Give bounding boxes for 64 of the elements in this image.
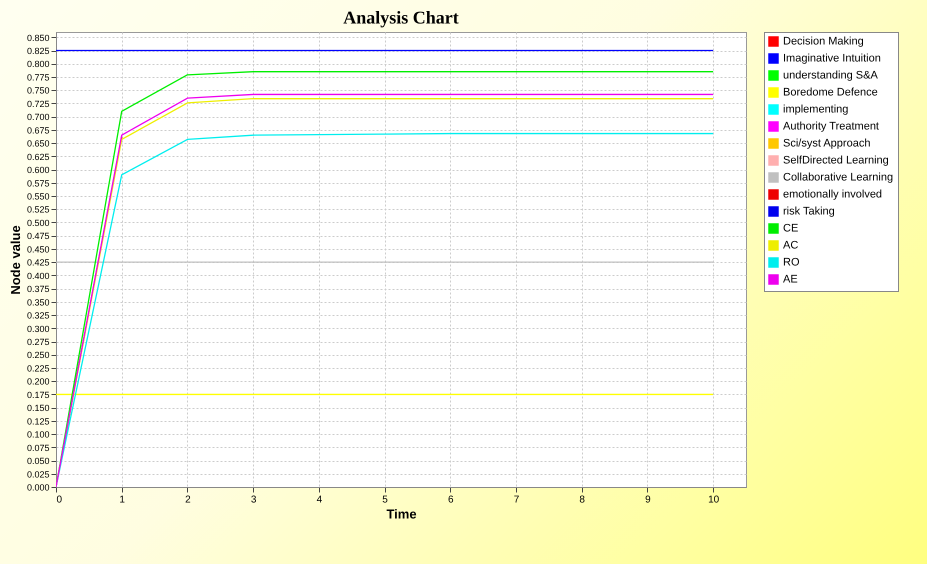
legend-label: RO [783,256,800,268]
y-tick-label: 0.300 [26,324,50,334]
legend-label: AC [783,240,798,252]
x-tick-label: 4 [316,494,323,506]
y-tick-label: 0.650 [26,138,50,149]
chart-title: Analysis Chart [343,8,459,28]
y-tick-label: 0.425 [26,258,50,268]
y-tick-label: 0.400 [26,270,50,281]
y-tick-label: 0.225 [26,363,50,374]
y-tick-label: 0.475 [26,231,50,242]
legend-label: Decision Making [783,36,864,48]
x-tick-label: 6 [448,494,454,506]
x-tick-label: 9 [645,494,652,506]
y-tick-label: 0.325 [26,310,50,321]
y-tick-label: 0.175 [26,390,50,400]
x-tick-label: 7 [514,494,520,506]
y-tick-label: 0.825 [26,46,50,56]
y-tick-label: 0.200 [26,376,50,387]
y-tick-label: 0.675 [26,125,50,136]
x-tick-label: 2 [185,494,192,506]
y-tick-label: 0.525 [26,204,50,215]
y-tick-label: 0.500 [26,218,50,228]
legend-label: Imaginative Intuition [783,52,881,64]
x-tick-label: 10 [708,494,720,506]
x-tick-label: 5 [382,494,388,506]
x-tick-label: 3 [250,494,257,506]
y-tick-label: 0.800 [26,59,50,70]
y-tick-label: 0.550 [26,192,50,202]
legend-label: AE [783,274,798,286]
y-tick-label: 0.600 [26,165,50,176]
y-tick-label: 0.350 [26,297,50,308]
legend-label: SelfDirected Learning [783,154,889,166]
y-tick-label: 0.000 [26,482,50,492]
x-axis-title: Time [386,506,417,522]
legend-label: Sci/syst Approach [783,138,870,150]
y-tick-label: 0.850 [26,32,50,43]
legend-label: understanding S&A [783,70,878,82]
y-axis-title: Node value [8,225,23,295]
legend-label: CE [783,222,798,234]
y-tick-label: 0.275 [26,337,50,348]
y-tick-label: 0.575 [26,178,50,188]
y-tick-label: 0.700 [26,112,50,122]
y-tick-label: 0.250 [26,350,50,360]
y-tick-label: 0.625 [26,152,50,162]
y-tick-label: 0.775 [26,72,50,82]
x-tick-label: 0 [56,494,62,506]
legend-label: Authority Treatment [783,120,879,132]
legend-label: emotionally involved [783,188,882,200]
y-tick-label: 0.125 [26,416,50,426]
y-tick-label: 0.075 [26,442,50,453]
legend-label: Collaborative Learning [783,172,894,184]
y-tick-label: 0.725 [26,98,50,109]
y-tick-label: 0.375 [26,284,50,294]
legend-label: implementing [783,104,848,116]
y-tick-label: 0.050 [26,456,50,466]
y-tick-label: 0.450 [26,244,50,254]
legend-label: Boredome Defence [783,86,878,98]
y-tick-label: 0.100 [26,430,50,440]
y-tick-label: 0.150 [26,403,50,414]
x-tick-label: 1 [119,494,126,506]
y-tick-label: 0.025 [26,469,50,480]
legend-label: risk Taking [783,206,835,218]
y-tick-label: 0.750 [26,86,50,96]
x-tick-label: 8 [579,494,586,506]
